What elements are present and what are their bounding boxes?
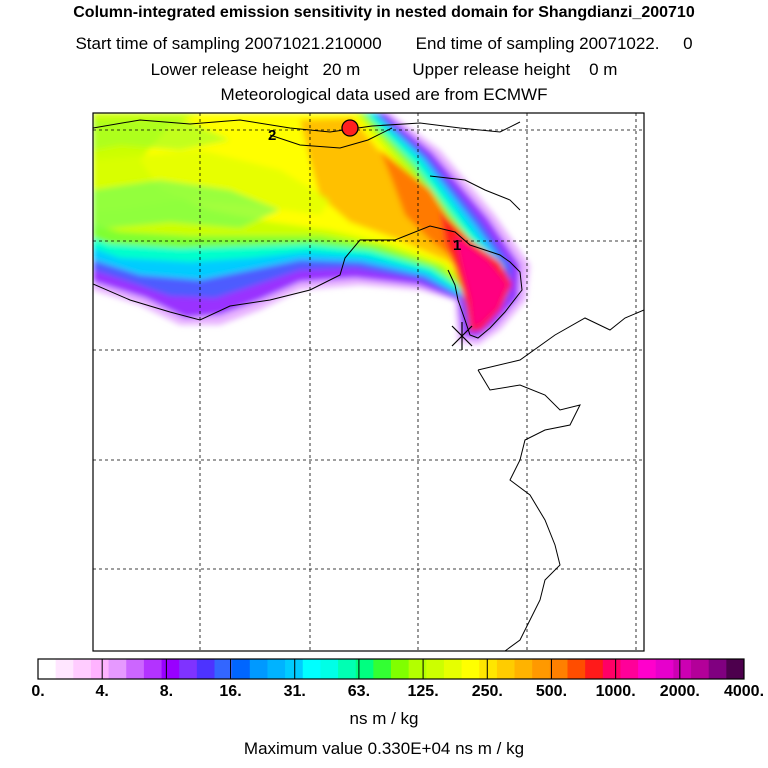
colorbar-tick-label: 8.	[159, 683, 174, 700]
colorbar-swatch	[532, 659, 551, 679]
colorbar-swatch	[408, 659, 427, 679]
colorbar-swatch	[726, 659, 745, 679]
colorbar-swatch	[373, 659, 392, 679]
end-time-label: End time of sampling 20071022. 0	[415, 34, 693, 53]
release-heights: Lower release height 20 m Upper release h…	[0, 60, 768, 80]
colorbar-frame	[37, 658, 745, 680]
colorbar-swatch	[567, 659, 586, 679]
colorbar-swatch	[267, 659, 286, 679]
colorbar-tick-label: 125.	[407, 683, 439, 700]
colorbar-swatch	[126, 659, 145, 679]
map-title: Column-integrated emission sensitivity i…	[73, 4, 695, 21]
colorbar-swatch	[638, 659, 657, 679]
start-time-label: Start time of sampling 20071021.210000	[75, 34, 382, 53]
colorbar-tick-label: 31.	[283, 683, 306, 700]
colorbar-swatch	[391, 659, 410, 679]
colorbar-swatch	[285, 659, 304, 679]
colorbar-swatch	[179, 659, 198, 679]
colorbar-swatch	[549, 659, 568, 679]
colorbar-swatch	[320, 659, 339, 679]
colorbar-swatch	[708, 659, 727, 679]
colorbar-tick-label: 1000.	[595, 683, 636, 700]
colorbar-unit: ns m / kg	[349, 709, 419, 728]
colorbar-swatch	[443, 659, 463, 679]
upper-height-label: Upper release height 0 m	[412, 60, 618, 79]
release-marker	[451, 322, 473, 350]
colorbar-swatch	[73, 659, 92, 679]
colorbar-swatch	[461, 659, 480, 679]
trajectory-label-2: 2	[268, 127, 276, 144]
colorbar-swatch	[655, 659, 674, 679]
colorbar-swatch	[161, 659, 180, 679]
colorbar-tick-label: 250.	[471, 683, 503, 700]
colorbar-swatch	[338, 659, 357, 679]
colorbar-swatch	[496, 659, 516, 679]
met-data-label: Meteorological data used are from ECMWF	[220, 85, 548, 104]
colorbar-swatch	[232, 659, 251, 679]
colorbar-swatch	[196, 659, 215, 679]
grid-lines	[93, 113, 644, 651]
colorbar-swatch	[585, 659, 604, 679]
colorbar-swatch	[673, 659, 692, 679]
colorbar	[37, 658, 745, 680]
colorbar-swatch	[55, 659, 74, 679]
lower-height-label: Lower release height 20 m	[150, 60, 361, 79]
colorbar-swatch	[479, 659, 498, 679]
colorbar-tick-label: 500.	[535, 683, 568, 700]
colorbar-swatch	[691, 659, 710, 679]
colorbar-tick-label: 63.	[347, 683, 371, 700]
colorbar-swatch	[249, 659, 268, 679]
colorbar-tick-label: 4000.	[723, 683, 765, 700]
sampling-times: Start time of sampling 20071021.210000 En…	[0, 34, 768, 54]
colorbar-swatch	[620, 659, 639, 679]
coastlines-borders	[93, 119, 644, 651]
colorbar-swatch	[602, 659, 621, 679]
colorbar-swatch	[90, 659, 110, 679]
maximum-value-label: Maximum value 0.330E+04 ns m / kg	[243, 739, 525, 758]
colorbar-swatch	[38, 659, 57, 679]
map-frame	[92, 112, 645, 652]
colorbar-tick-label: 16.	[219, 683, 242, 700]
colorbar-tick-label: 4.	[95, 683, 109, 700]
receptor-marker	[341, 119, 359, 137]
colorbar-swatch	[302, 659, 321, 679]
colorbar-swatch	[514, 659, 533, 679]
emission-sensitivity-field	[93, 113, 530, 345]
colorbar-swatch	[143, 659, 163, 679]
colorbar-swatch	[355, 659, 374, 679]
colorbar-tick-label: 0.	[31, 683, 45, 700]
trajectory-label-1: 1	[453, 237, 461, 254]
colorbar-swatch	[426, 659, 445, 679]
colorbar-swatch	[214, 659, 233, 679]
colorbar-swatch	[108, 659, 127, 679]
colorbar-tick-label: 2000.	[659, 683, 700, 700]
